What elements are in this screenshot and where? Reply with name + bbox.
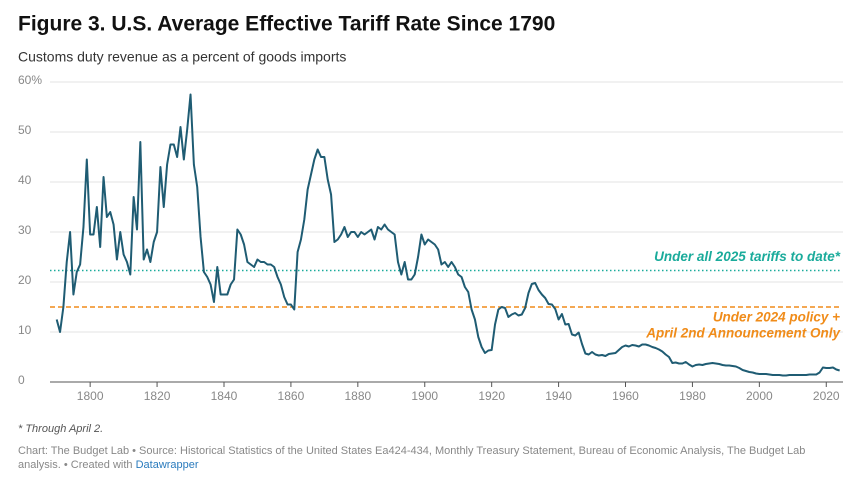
x-tick-label: 1980: [679, 389, 706, 403]
footer: * Through April 2. Chart: The Budget Lab…: [18, 422, 828, 472]
y-tick-label: 50: [18, 123, 32, 137]
x-tick-label: 1820: [144, 389, 171, 403]
y-tick-label: 60%: [18, 73, 42, 87]
chart: Figure 3. U.S. Average Effective Tariff …: [18, 13, 843, 403]
y-tick-label: 40: [18, 173, 32, 187]
source: Chart: The Budget Lab • Source: Historic…: [18, 444, 828, 472]
reference-label: April 2nd Announcement Only: [645, 326, 841, 341]
footnote: * Through April 2.: [18, 423, 104, 435]
x-tick-label: 2000: [746, 389, 773, 403]
x-tick-label: 1860: [278, 389, 305, 403]
x-tick-label: 1800: [77, 389, 104, 403]
series-line: [55, 93, 840, 377]
x-tick-label: 1920: [478, 389, 505, 403]
x-tick-label: 1940: [545, 389, 572, 403]
x-tick-label: 2020: [813, 389, 840, 403]
credit-link[interactable]: Datawrapper: [135, 459, 199, 471]
x-tick-label: 1880: [344, 389, 371, 403]
source-text: Chart: The Budget Lab • Source: Historic…: [18, 445, 806, 471]
y-tick-label: 20: [18, 273, 32, 287]
y-tick-label: 30: [18, 223, 32, 237]
x-tick-label: 1960: [612, 389, 639, 403]
x-tick-label: 1900: [411, 389, 438, 403]
y-tick-label: 0: [18, 373, 25, 387]
chart-subtitle: Customs duty revenue as a percent of goo…: [18, 49, 346, 65]
chart-title: Figure 3. U.S. Average Effective Tariff …: [18, 13, 555, 36]
y-tick-label: 10: [18, 323, 32, 337]
x-tick-label: 1840: [211, 389, 238, 403]
reference-label: Under all 2025 tariffs to date*: [654, 249, 841, 264]
reference-label: Under 2024 policy +: [713, 310, 840, 325]
